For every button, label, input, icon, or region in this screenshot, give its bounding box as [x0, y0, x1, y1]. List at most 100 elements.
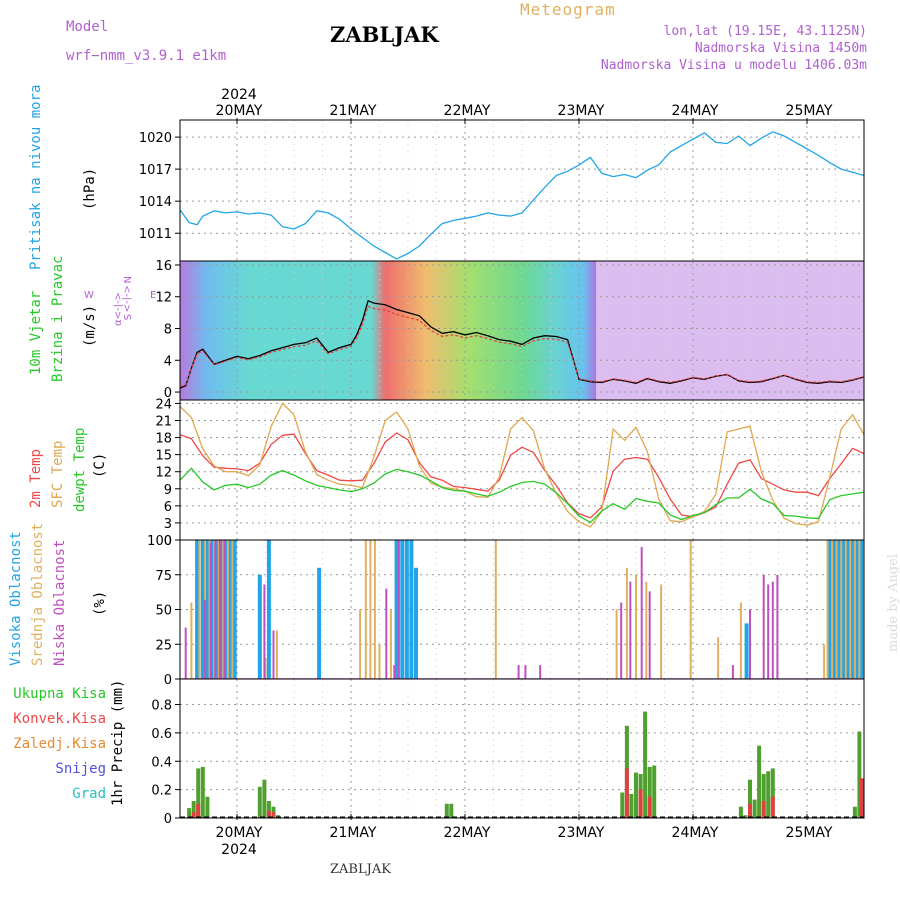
ytick-label-wind: 16	[155, 259, 172, 274]
compass-arrow: <-|->	[121, 285, 132, 312]
clouds-bar-0	[209, 540, 214, 679]
ytick-label-precipitation: 0.4	[151, 755, 172, 770]
model-altitude-text: Nadmorska Visina u modelu 1406.03m	[600, 58, 867, 73]
precipitation-bar-0	[743, 815, 748, 818]
wind-field-light	[596, 261, 864, 400]
precipitation-bar-1	[770, 796, 775, 818]
clouds-bar-1	[689, 540, 692, 679]
precipitation-bar-0	[766, 771, 771, 818]
ytick-label-precipitation: 0.2	[151, 784, 172, 799]
clouds-bar-2	[397, 540, 400, 679]
top-day-label: 23MAY	[558, 103, 605, 119]
clouds-bar-0	[836, 540, 841, 679]
clouds-bar-1	[494, 540, 497, 679]
clouds-bar-2	[517, 665, 520, 679]
clouds-bar-1	[264, 658, 267, 679]
clouds-bar-2	[776, 574, 779, 679]
clouds-bar-0	[404, 540, 409, 679]
precipitation-bar-0	[449, 803, 454, 818]
clouds-bar-1	[190, 602, 193, 679]
ytick-label-precipitation: 0.8	[151, 699, 172, 714]
precipitation-panel: 0 0.2 0.4 0.6 0.8	[151, 678, 865, 827]
temperature-line-1	[180, 402, 864, 528]
clouds-bar-1	[369, 540, 372, 679]
temperature-series	[180, 402, 864, 528]
top-day-label: 22MAY	[444, 103, 491, 119]
ytick-label-temperature: 9	[164, 483, 172, 498]
wind-panel: 0 4 8 12 16	[155, 259, 865, 401]
clouds-bar-0	[266, 540, 271, 679]
clouds-bar-2	[184, 627, 187, 679]
precipitation-bar-1	[191, 812, 196, 818]
ytick-label-clouds: 75	[155, 569, 172, 584]
clouds-bar-1	[844, 540, 847, 679]
ytick-label-wind: 4	[164, 354, 172, 369]
clouds-bar-0	[400, 540, 405, 679]
clouds-series	[180, 540, 864, 679]
precipitation-bar-1	[638, 789, 643, 818]
clouds-bar-1	[635, 574, 637, 679]
compass-w: W	[84, 290, 94, 301]
clouds-bar-2	[263, 584, 266, 679]
clouds-bar-2	[524, 665, 527, 679]
clouds-bar-1	[739, 602, 742, 679]
precipitation-bar-0	[643, 711, 648, 818]
clouds-bar-1	[853, 540, 856, 679]
clouds-bar-2	[209, 542, 212, 679]
compass-e: E	[150, 290, 156, 301]
precipitation-bar-0	[770, 768, 775, 818]
ytick-label-pressure: 1011	[139, 227, 172, 242]
clouds-bar-2	[762, 574, 765, 679]
ytick-label-pressure: 1020	[139, 131, 172, 146]
bottom-day-label: 24MAY	[672, 825, 719, 841]
clouds-bar-1	[222, 540, 225, 679]
clouds-bar-2	[385, 588, 388, 679]
precipitation-bar-1	[266, 810, 271, 818]
clouds-bar-0	[414, 567, 418, 679]
pressure-frame	[179, 119, 865, 262]
precipitation-bar-0	[200, 766, 205, 818]
top-day-label: 20MAY	[216, 103, 263, 119]
precipitation-bar-0	[266, 801, 271, 818]
ytick-label-wind: 0	[164, 386, 172, 401]
wind-series	[180, 299, 864, 389]
station-title: ZABLJAK	[330, 22, 439, 47]
clouds-bar-0	[409, 540, 414, 679]
clouds-bar-1	[198, 540, 201, 679]
lonlat-text: lon,lat (19.15E, 43.1125N)	[663, 24, 868, 39]
legend-snow: Snijeg	[55, 761, 106, 777]
clouds-bar-1	[373, 540, 376, 679]
footer-station: ZABLJAK	[330, 862, 391, 877]
top-day-label: 24MAY	[672, 103, 719, 119]
clouds-bar-1	[660, 584, 663, 679]
clouds-bar-0	[223, 540, 228, 679]
precipitation-bar-0	[852, 806, 857, 818]
precipitation-bar-0	[748, 779, 752, 818]
ytick-label-precipitation: 0.6	[151, 727, 172, 742]
clouds-bar-2	[640, 547, 643, 679]
clouds-bar-0	[205, 540, 210, 679]
ytick-label-clouds: 50	[155, 604, 172, 619]
clouds-bar-1	[645, 581, 648, 679]
precipitation-bar-0	[757, 745, 762, 818]
clouds-bar-1	[275, 630, 278, 679]
ytick-label-clouds: 25	[155, 638, 172, 653]
pressure-series	[180, 131, 864, 260]
clouds-bar-1	[389, 609, 392, 679]
clouds-bar-1	[359, 609, 362, 679]
compass-n: N	[121, 276, 132, 283]
clouds-bar-0	[228, 540, 233, 679]
ytick-label-temperature: 24	[155, 397, 172, 412]
top-day-label: 21MAY	[330, 103, 377, 119]
clouds-bar-0	[850, 540, 855, 679]
bottom-year-label: 2024	[221, 842, 257, 858]
clouds-bar-0	[832, 540, 837, 679]
clouds-bar-1	[208, 540, 211, 679]
clouds-bar-1	[858, 540, 861, 679]
precipitation-series	[180, 711, 864, 818]
clouds-bar-2	[223, 540, 226, 679]
clouds-bar-2	[771, 581, 774, 679]
clouds-bar-0	[195, 540, 200, 679]
clouds-bar-2	[648, 591, 651, 679]
clouds-bar-0	[394, 540, 399, 679]
